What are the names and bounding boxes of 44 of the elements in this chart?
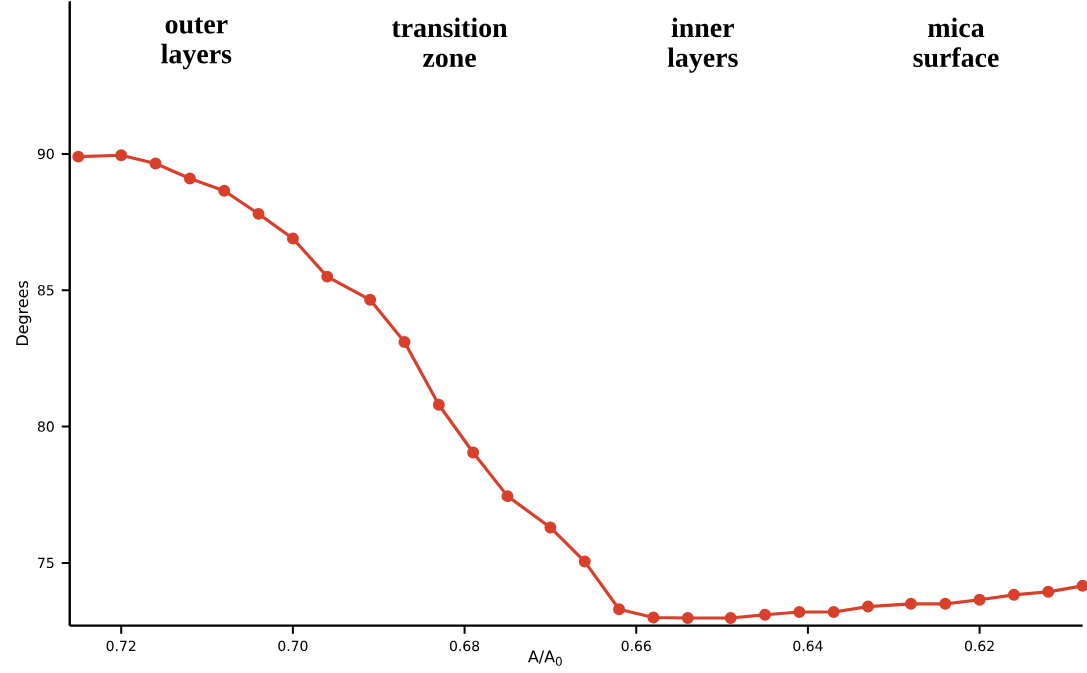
point xyxy=(252,207,265,220)
point xyxy=(218,184,231,197)
point xyxy=(681,611,694,624)
point xyxy=(973,593,986,606)
point xyxy=(398,335,411,348)
point xyxy=(1007,588,1020,601)
point xyxy=(501,489,514,502)
x-tick-label: 0.62 xyxy=(964,640,994,651)
point xyxy=(544,521,557,534)
point xyxy=(183,172,196,185)
point xyxy=(321,270,334,283)
y-tick-label: 90 xyxy=(37,148,54,159)
y-tick-label: 85 xyxy=(37,284,54,296)
x-tick-label: 0.66 xyxy=(621,640,651,651)
point xyxy=(578,555,591,568)
x-axis-title: A/A$_{0}$ xyxy=(528,650,562,666)
point xyxy=(759,608,771,621)
point xyxy=(904,597,917,610)
point xyxy=(149,157,162,170)
point xyxy=(724,611,737,624)
point xyxy=(467,446,480,459)
annotation: inner layers xyxy=(667,17,738,73)
x-tick-label: 0.68 xyxy=(449,640,480,651)
point xyxy=(827,605,840,618)
point xyxy=(286,232,299,245)
x-tick-label: 0.70 xyxy=(278,640,308,651)
point xyxy=(72,150,85,163)
x-tick-label: 0.64 xyxy=(793,640,823,651)
point xyxy=(862,600,874,613)
annotation: transition zone xyxy=(391,17,508,67)
y-tick-label: 75 xyxy=(38,557,54,568)
x-tick-label: 0.72 xyxy=(106,640,136,651)
point xyxy=(613,603,626,616)
y-tick-label: 80 xyxy=(37,421,54,432)
annotation: outer layers xyxy=(161,17,232,69)
point xyxy=(115,149,128,162)
point xyxy=(647,611,660,624)
y-axis-title: Degrees xyxy=(16,280,32,345)
point xyxy=(793,605,806,618)
point xyxy=(1042,585,1055,598)
point xyxy=(432,398,445,411)
point xyxy=(364,293,377,306)
point xyxy=(939,597,952,610)
annotation: mica surface xyxy=(913,17,999,67)
